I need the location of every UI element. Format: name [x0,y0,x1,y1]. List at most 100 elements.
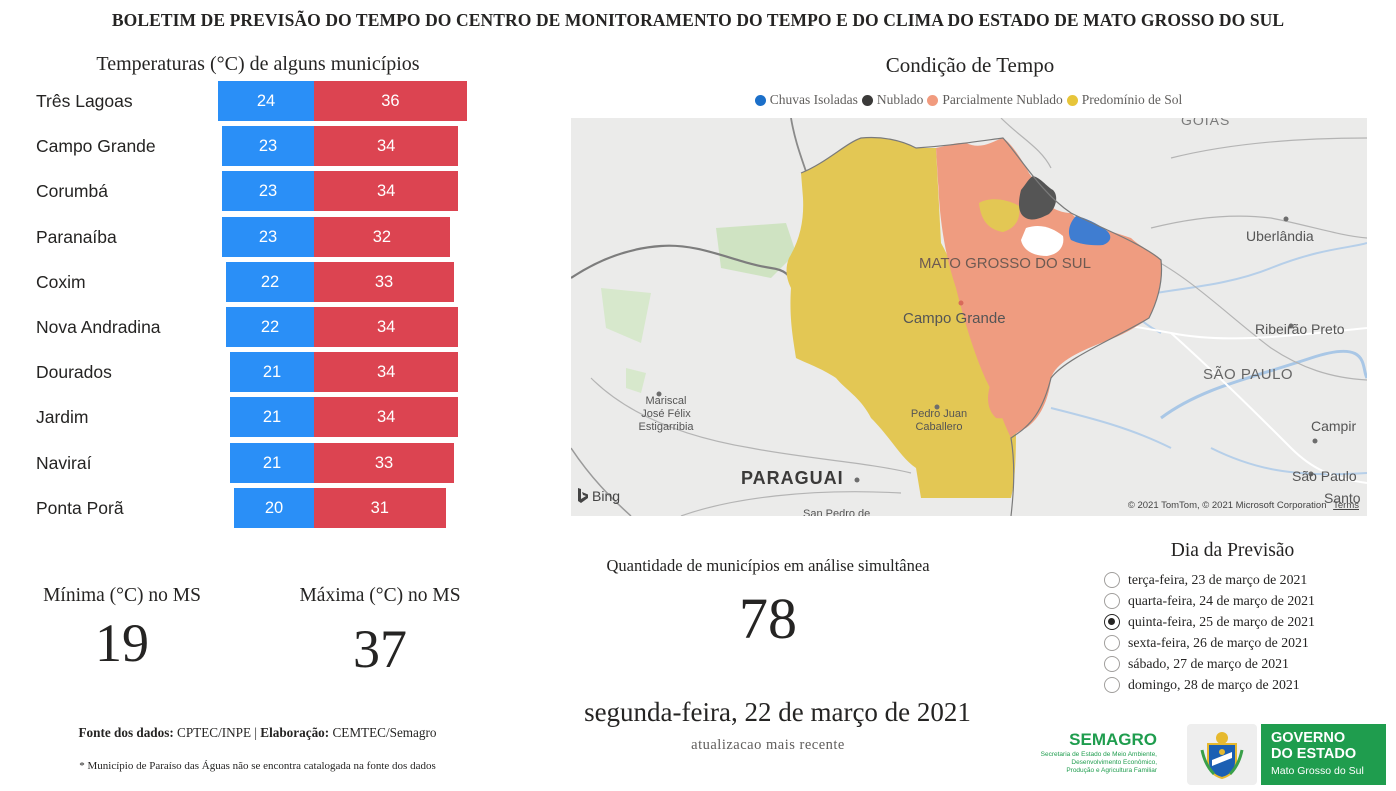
forecast-day-option[interactable]: domingo, 28 de março de 2021 [1104,674,1364,695]
radio-icon[interactable] [1104,592,1120,609]
max-temp-bar[interactable]: 31 [314,487,446,528]
legend-item[interactable]: Parcialmente Nublado [927,92,1063,108]
temperatures-title: Temperaturas (°C) de alguns municípios [96,53,420,75]
quantity-label: Quantidade de municípios em análise simu… [606,556,930,575]
legend-item[interactable]: Predomínio de Sol [1066,92,1183,108]
forecast-day-label: sexta-feira, 26 de março de 2021 [1128,634,1309,650]
legend-label: Chuvas Isoladas [769,92,858,107]
legend-item[interactable]: Nublado [861,92,924,108]
map-label-goias: GOIÁS [1181,118,1231,128]
min-temp-bar[interactable]: 24 [218,81,314,121]
map-canvas [571,118,1367,516]
bing-logo: Bing [577,488,620,504]
government-logo: GOVERNO DO ESTADO Mato Grosso do Sul [1187,724,1386,785]
legend-dot-icon [1066,94,1078,106]
max-temp-bar[interactable]: 33 [314,442,454,483]
max-temp-bar[interactable]: 36 [314,81,467,121]
city-name: Campo Grande [36,136,156,157]
min-value: 19 [95,613,149,673]
map-label-campo-grande: Campo Grande [903,310,1006,327]
forecast-day-option[interactable]: sábado, 27 de março de 2021 [1104,653,1364,674]
forecast-day-option[interactable]: quinta-feira, 25 de março de 2021 [1104,611,1364,632]
legend-label: Parcialmente Nublado [942,92,1063,107]
max-temp-bar[interactable]: 34 [314,397,459,438]
max-value: 37 [353,619,407,679]
min-label: Mínima (°C) no MS [43,585,201,606]
semagro-logo: SEMAGRO Secretaria de Estado de Meio Amb… [1040,730,1157,774]
forecast-day-option[interactable]: sexta-feira, 26 de março de 2021 [1104,632,1364,653]
page-title: BOLETIM DE PREVISÃO DO TEMPO DO CENTRO D… [111,10,1285,30]
map-copyright: © 2021 TomTom, © 2021 Microsoft Corporat… [1127,500,1359,511]
map-label-sao-paulo-city: São Paulo [1292,468,1357,484]
forecast-day-label: domingo, 28 de março de 2021 [1128,676,1300,692]
data-source: Fonte dos dados: CPTEC/INPE | Elaboração… [78,725,437,740]
min-temp-bar[interactable]: 21 [230,352,314,393]
map-label-ms: MATO GROSSO DO SUL [919,255,1091,272]
city-name: Três Lagoas [36,91,133,111]
city-name: Jardim [36,407,89,428]
max-temp-bar[interactable]: 34 [314,126,459,167]
update-note: atualizacao mais recente [691,737,845,753]
max-temp-bar[interactable]: 33 [314,261,454,302]
min-temp-bar[interactable]: 22 [226,261,314,302]
radio-icon[interactable] [1104,676,1120,693]
current-date: segunda-feira, 22 de março de 2021 [584,697,971,727]
coat-of-arms-icon [1200,731,1244,779]
map-label-campinas: Campir [1311,418,1357,434]
map-label-pedro-juan: Pedro Juan Caballero [910,408,968,433]
max-temp-bar[interactable]: 32 [314,216,450,257]
radio-icon[interactable] [1104,634,1120,651]
max-temp-bar[interactable]: 34 [314,307,459,347]
forecast-day-option[interactable]: quarta-feira, 24 de março de 2021 [1104,590,1364,611]
map-label-uberlandia: Uberlândia [1246,228,1314,244]
map-label-ribeirao: Ribeirão Preto [1255,321,1345,337]
city-name: Naviraí [36,452,92,473]
condition-legend: Chuvas Isoladas Nublado Parcialmente Nubla… [570,92,1367,110]
city-name: Ponta Porã [36,497,124,518]
map-label-sao-paulo-state: SÃO PAULO [1203,366,1294,383]
map-label-mariscal: Mariscal José Félix Estigarribia [638,395,694,433]
city-name: Nova Andradina [36,317,161,337]
min-temp-bar[interactable]: 22 [226,307,314,347]
max-temp-bar[interactable]: 34 [314,352,459,393]
forecast-day-option[interactable]: terça-feira, 23 de março de 2021 [1104,569,1364,590]
city-name: Paranaíba [36,226,117,247]
coat-of-arms [1187,724,1257,785]
radio-selected-icon[interactable] [1104,613,1120,630]
min-temp-bar[interactable]: 20 [234,487,314,528]
legend-label: Predomínio de Sol [1081,92,1183,107]
quantity-value: 78 [739,586,797,651]
condition-title: Condição de Tempo [885,53,1055,77]
min-temp-bar[interactable]: 23 [222,171,314,212]
legend-item[interactable]: Chuvas Isoladas [754,92,858,108]
footnote: * Município de Paraíso das Águas não se … [79,760,436,772]
map-terms-link[interactable]: Terms [1333,500,1359,511]
temperature-chart: Três Lagoas 24 36 Campo Grande 23 34 Corumbá 23… [30,78,480,533]
forecast-day-slicer: terça-feira, 23 de março de 2021 quarta-f… [1104,569,1364,695]
city-name: Dourados [36,362,112,383]
radio-icon[interactable] [1104,571,1120,588]
forecast-day-label: quarta-feira, 24 de março de 2021 [1128,592,1315,608]
min-temp-bar[interactable]: 21 [230,397,314,438]
forecast-day-label: terça-feira, 23 de março de 2021 [1128,571,1308,587]
forecast-day-label: sábado, 27 de março de 2021 [1128,655,1289,671]
legend-dot-icon [861,94,873,106]
weather-map[interactable]: GOIÁS Uberlândia MATO GROSSO DO SUL Camp… [571,118,1367,516]
map-label-san-pedro: San Pedro de [803,508,871,516]
forecast-day-title: Dia da Previsão [1170,540,1295,561]
max-temp-bar[interactable]: 34 [314,171,459,212]
min-temp-bar[interactable]: 23 [222,126,314,167]
map-label-paraguai: PARAGUAI [741,468,844,488]
max-label: Máxima (°C) no MS [299,585,461,606]
city-name: Coxim [36,271,86,292]
legend-dot-icon [754,94,766,106]
legend-dot-icon [927,94,939,106]
forecast-day-label: quinta-feira, 25 de março de 2021 [1128,613,1315,629]
city-name: Corumbá [36,181,108,202]
min-temp-bar[interactable]: 21 [230,442,314,483]
legend-label: Nublado [876,92,924,107]
radio-icon[interactable] [1104,655,1120,672]
min-temp-bar[interactable]: 23 [222,216,314,257]
bing-icon [578,488,588,503]
gov-text-box: GOVERNO DO ESTADO Mato Grosso do Sul [1261,724,1386,785]
